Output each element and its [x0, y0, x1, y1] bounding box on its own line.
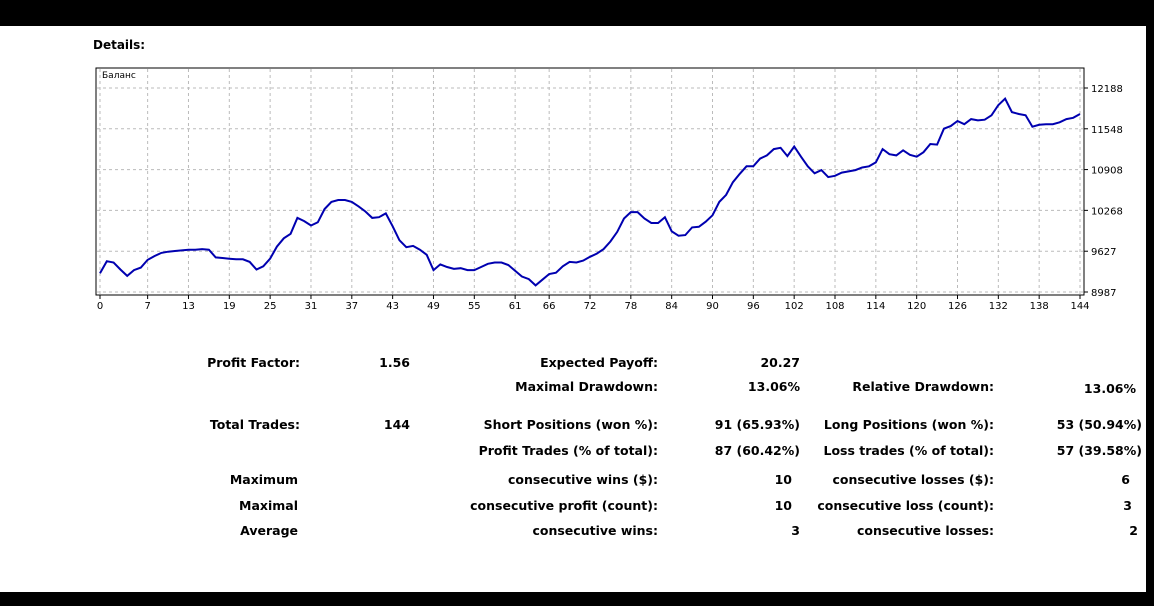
consecutive-loss-count-value: 3 [1123, 498, 1132, 513]
loss-trades-value: 57 (39.58%) [1056, 443, 1142, 458]
relative-drawdown-label: Relative Drawdown: [852, 379, 994, 394]
plot-frame [95, 67, 1085, 296]
x-tick-label: 25 [264, 301, 277, 312]
x-tick-label: 55 [468, 301, 481, 312]
x-tick-label: 66 [543, 301, 556, 312]
total-trades-value: 144 [383, 417, 410, 432]
profit-factor-value: 1.56 [379, 355, 410, 370]
x-tick-label: 7 [144, 301, 150, 312]
x-tick-label: 120 [907, 301, 926, 312]
long-positions-value: 53 (50.94%) [1056, 417, 1142, 432]
consecutive-wins-money-value: 10 [774, 472, 792, 487]
consecutive-losses-money-label: consecutive losses ($): [832, 472, 994, 487]
x-tick-label: 144 [1070, 301, 1089, 312]
consecutive-profit-count-label: consecutive profit (count): [470, 498, 658, 513]
x-tick-label: 102 [785, 301, 804, 312]
consecutive-losses-money-value: 6 [1121, 472, 1130, 487]
consecutive-losses-value: 2 [1129, 523, 1138, 538]
x-tick-label: 90 [706, 301, 719, 312]
loss-trades-label: Loss trades (% of total): [823, 443, 994, 458]
maximum-label: Maximum [229, 472, 298, 487]
details-title: Details: [93, 38, 146, 52]
consecutive-wins-money-label: consecutive wins ($): [507, 472, 658, 487]
consecutive-loss-count-label: consecutive loss (count): [817, 498, 994, 513]
expected-payoff-value: 20.27 [760, 355, 800, 370]
total-trades-label: Total Trades: [209, 417, 300, 432]
y-tick-label: 8987 [1091, 288, 1116, 299]
profit-trades-label: Profit Trades (% of total): [478, 443, 658, 458]
consecutive-wins-value: 3 [791, 523, 800, 538]
expected-payoff-label: Expected Payoff: [540, 355, 658, 370]
maximal-drawdown-label: Maximal Drawdown: [515, 379, 658, 394]
x-axis-ticks: 0 7 13 19 25 31 37 43 49 55 61 66 72 78 84 90 96 102 108 11… [97, 295, 1090, 312]
x-tick-label: 19 [223, 301, 236, 312]
y-tick-label: 9627 [1091, 247, 1116, 258]
x-tick-label: 37 [345, 301, 358, 312]
y-axis-ticks: 12188 11548 10908 10268 9627 8987 [1084, 84, 1123, 299]
chart-grid [97, 69, 1083, 294]
average-label: Average [240, 523, 298, 538]
y-tick-label: 10908 [1091, 166, 1123, 177]
balance-chart: 12188 11548 10908 10268 9627 8987 0 7 13 19 25 31 3… [95, 67, 1123, 312]
relative-drawdown-value: 13.06% [1083, 381, 1136, 396]
x-tick-label: 84 [665, 301, 678, 312]
consecutive-losses-label: consecutive losses: [856, 523, 994, 538]
x-tick-label: 108 [825, 301, 844, 312]
x-tick-label: 138 [1030, 301, 1049, 312]
short-positions-label: Short Positions (won %): [483, 417, 658, 432]
x-tick-label: 72 [584, 301, 597, 312]
short-positions-value: 91 (65.93%) [714, 417, 800, 432]
x-tick-label: 0 [97, 301, 103, 312]
profit-factor-label: Profit Factor: [207, 355, 300, 370]
x-tick-label: 13 [182, 301, 195, 312]
x-tick-label: 43 [386, 301, 399, 312]
balance-line [99, 97, 1081, 287]
x-tick-label: 61 [509, 301, 522, 312]
x-tick-label: 31 [305, 301, 318, 312]
consecutive-wins-label: consecutive wins: [532, 523, 658, 538]
x-tick-label: 96 [747, 301, 760, 312]
x-tick-label: 126 [948, 301, 967, 312]
consecutive-profit-count-value: 10 [774, 498, 792, 513]
x-tick-label: 49 [427, 301, 440, 312]
x-tick-label: 132 [989, 301, 1008, 312]
x-tick-label: 78 [624, 301, 637, 312]
y-tick-label: 10268 [1091, 206, 1123, 217]
y-tick-label: 12188 [1091, 84, 1123, 95]
maximal-label: Maximal [239, 498, 298, 513]
maximal-drawdown-value: 13.06% [747, 379, 800, 394]
long-positions-label: Long Positions (won %): [823, 417, 994, 432]
y-tick-label: 11548 [1091, 125, 1123, 136]
profit-trades-value: 87 (60.42%) [714, 443, 800, 458]
series-label: Баланс [102, 71, 136, 81]
x-tick-label: 114 [866, 301, 885, 312]
